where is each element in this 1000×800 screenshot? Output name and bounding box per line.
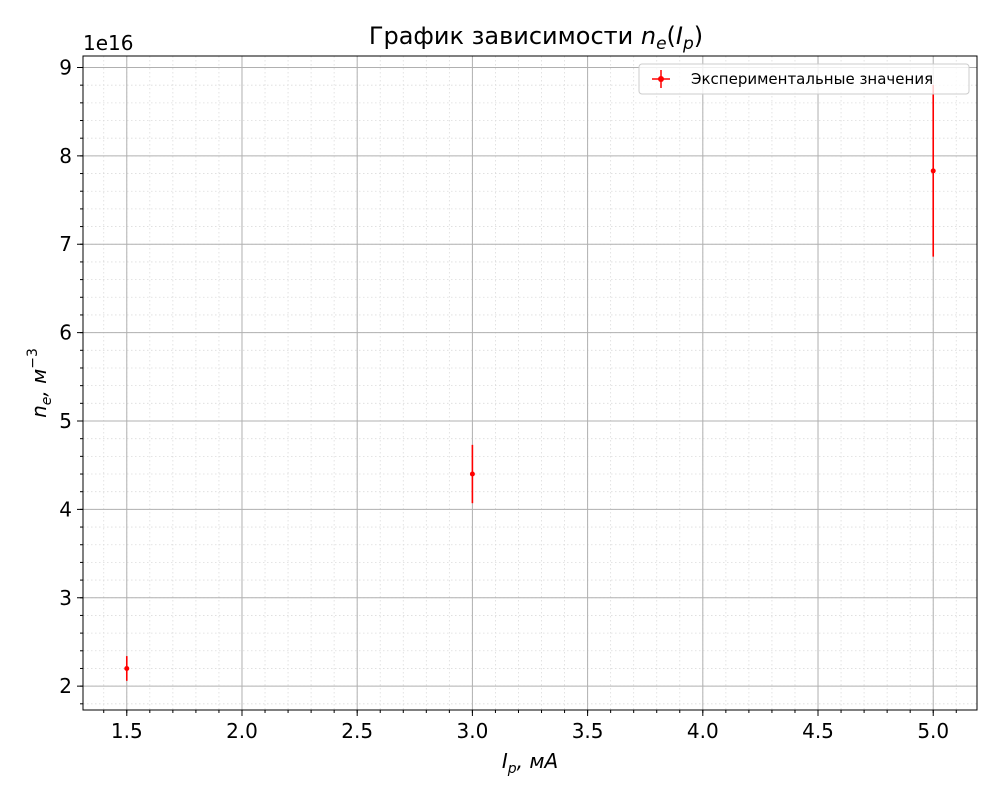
- y-offset-text: 1e16: [83, 31, 133, 55]
- x-tick-label: 5.0: [917, 719, 949, 743]
- y-tick-label: 3: [59, 586, 72, 610]
- y-tick-label: 9: [59, 55, 72, 79]
- x-tick-label: 4.5: [802, 719, 834, 743]
- x-tick-label: 4.0: [687, 719, 719, 743]
- legend-marker-dot: [658, 76, 664, 82]
- y-tick-label: 5: [59, 409, 72, 433]
- y-axis-label-n: n: [27, 405, 51, 418]
- data-point: [124, 665, 130, 671]
- chart-title-text: График зависимости: [369, 22, 641, 50]
- series-layer: [124, 85, 936, 681]
- y-axis-label-unit: , м: [27, 369, 51, 397]
- legend-box: [638, 63, 970, 95]
- chart-title-close-paren: ): [694, 22, 703, 50]
- x-axis-label-unit: , мА: [517, 749, 558, 773]
- x-axis-label-I: I: [502, 749, 508, 773]
- y-axis-label-sup: −3: [25, 348, 41, 369]
- y-tick-label: 8: [59, 144, 72, 168]
- y-axis-label-sub-e: e: [39, 397, 55, 406]
- data-point: [469, 471, 475, 477]
- chart-title-math-sub-p: p: [682, 34, 694, 54]
- y-tick-label: 2: [59, 674, 72, 698]
- x-tick-label: 2.0: [226, 719, 258, 743]
- legend: Экспериментальные значения: [638, 63, 970, 95]
- x-tick-label: 3.0: [456, 719, 488, 743]
- y-tick-label: 6: [59, 321, 72, 345]
- legend-label: Экспериментальные значения: [691, 70, 933, 88]
- y-axis-label: ne, м−3: [25, 348, 55, 418]
- chart-title-math-I: I: [676, 22, 683, 50]
- x-tick-label: 1.5: [111, 719, 143, 743]
- x-axis-label: Ip, мА: [502, 749, 558, 777]
- x-tick-label: 3.5: [572, 719, 604, 743]
- x-tick-label: 2.5: [341, 719, 373, 743]
- data-point: [930, 168, 936, 174]
- y-tick-label: 4: [59, 497, 72, 521]
- chart-title-math-n: n: [641, 22, 656, 50]
- chart-title-open-paren: (: [667, 22, 676, 50]
- y-tick-label: 7: [59, 232, 72, 256]
- chart-title-math-sub-e: e: [656, 34, 666, 54]
- x-axis-label-sub-p: p: [507, 761, 517, 777]
- chart-title: График зависимости ne(Ip): [369, 22, 703, 54]
- ticks-layer: 1.5 2.0 2.5 3.0 3.5 4.0 4.5 5.0 2 3 4 5 6 7 8 9: [59, 55, 957, 743]
- plot-frame: [82, 55, 978, 711]
